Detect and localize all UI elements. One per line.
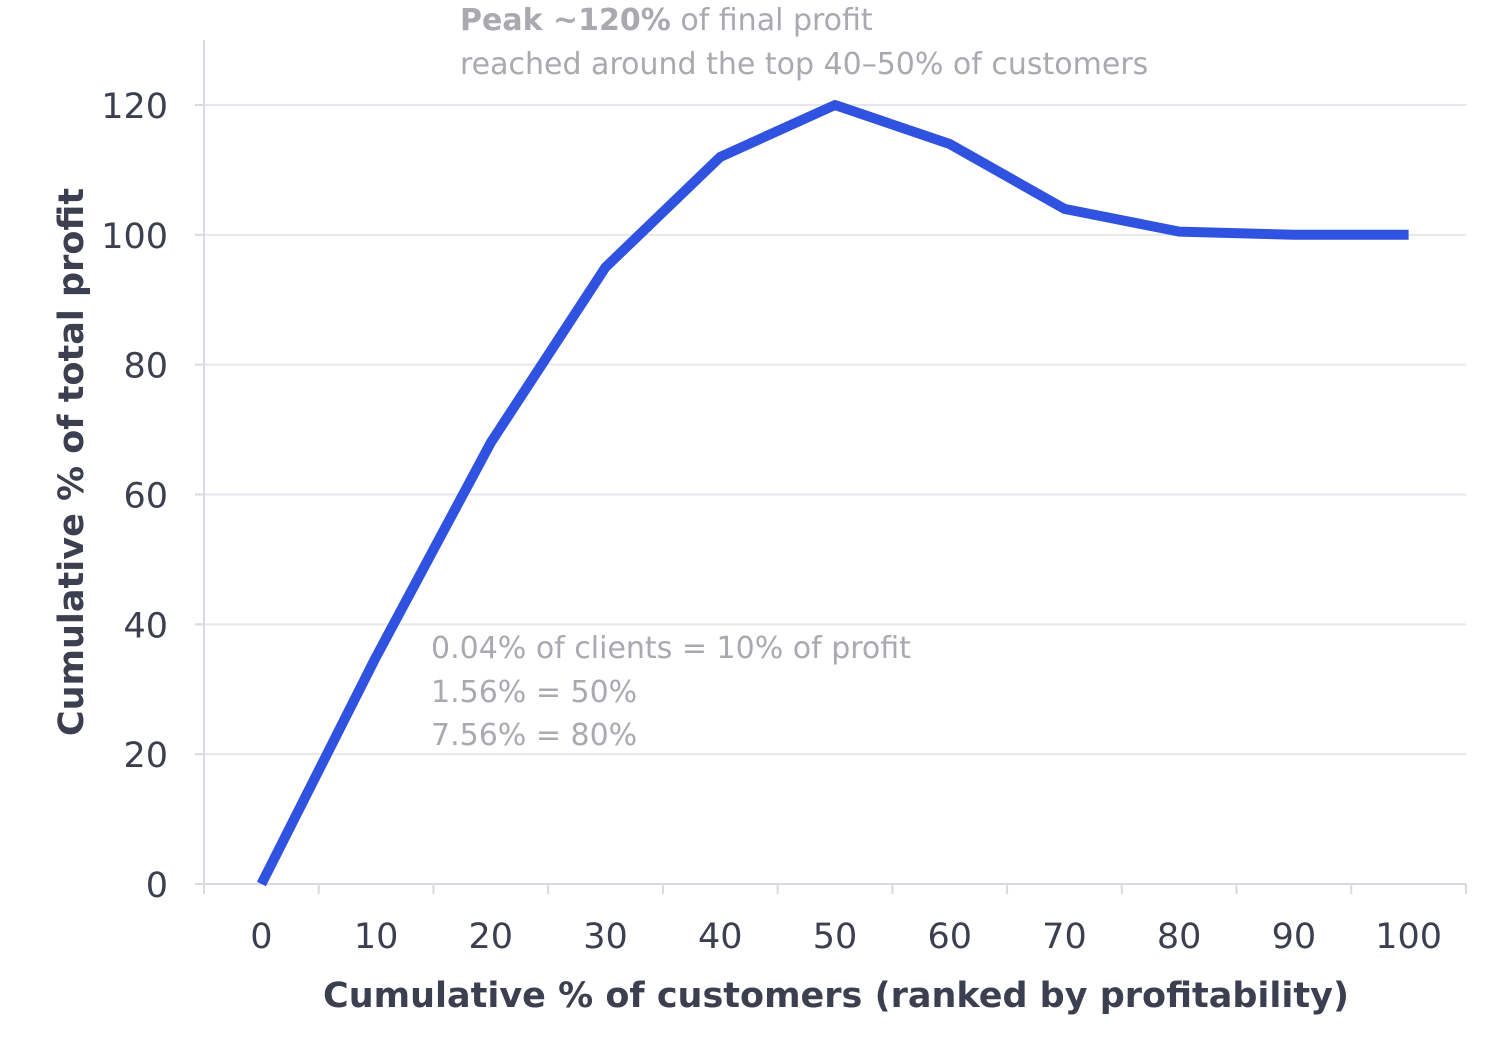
series-line-0 — [256, 100, 1409, 887]
concentration-annotation-line2: 1.56% = 50% — [431, 675, 637, 710]
x-axis-title: Cumulative % of customers (ranked by pro… — [323, 976, 1349, 1016]
y-tick-label-60: 60 — [123, 477, 168, 517]
axes — [203, 40, 1466, 885]
x-tick-label-10: 10 — [354, 917, 399, 957]
peak-annotation-rest: of final profit — [671, 3, 873, 38]
concentration-annotation-line3: 7.56% = 80% — [431, 718, 637, 753]
y-tick-label-100: 100 — [101, 217, 168, 257]
peak-annotation-line1: Peak ~120% of final profit — [460, 3, 873, 38]
x-tick-label-40: 40 — [698, 917, 743, 957]
x-ticks: 0 10 20 30 40 50 60 70 80 90 100 — [203, 884, 1467, 957]
x-tick-label-80: 80 — [1157, 917, 1202, 957]
x-tick-label-70: 70 — [1042, 917, 1087, 957]
y-ticks: 0 20 40 60 80 100 120 — [101, 87, 204, 906]
x-tick-label-0: 0 — [250, 917, 272, 957]
x-tick-label-100: 100 — [1375, 917, 1442, 957]
y-axis-title: Cumulative % of total profit — [52, 188, 92, 736]
x-tick-label-60: 60 — [927, 917, 972, 957]
peak-annotation-line2: reached around the top 40–50% of custome… — [460, 47, 1148, 82]
x-tick-label-50: 50 — [813, 917, 858, 957]
y-tick-label-40: 40 — [123, 606, 168, 646]
concentration-annotation-line1: 0.04% of clients = 10% of profit — [431, 631, 911, 666]
series-group — [256, 100, 1409, 887]
peak-annotation-bold: Peak ~120% — [460, 3, 671, 38]
x-tick-label-30: 30 — [583, 917, 628, 957]
y-tick-label-120: 120 — [101, 87, 168, 127]
y-tick-label-0: 0 — [146, 866, 168, 906]
x-tick-label-20: 20 — [469, 917, 514, 957]
y-tick-label-20: 20 — [123, 736, 168, 776]
x-tick-label-90: 90 — [1272, 917, 1317, 957]
y-tick-label-80: 80 — [123, 347, 168, 387]
